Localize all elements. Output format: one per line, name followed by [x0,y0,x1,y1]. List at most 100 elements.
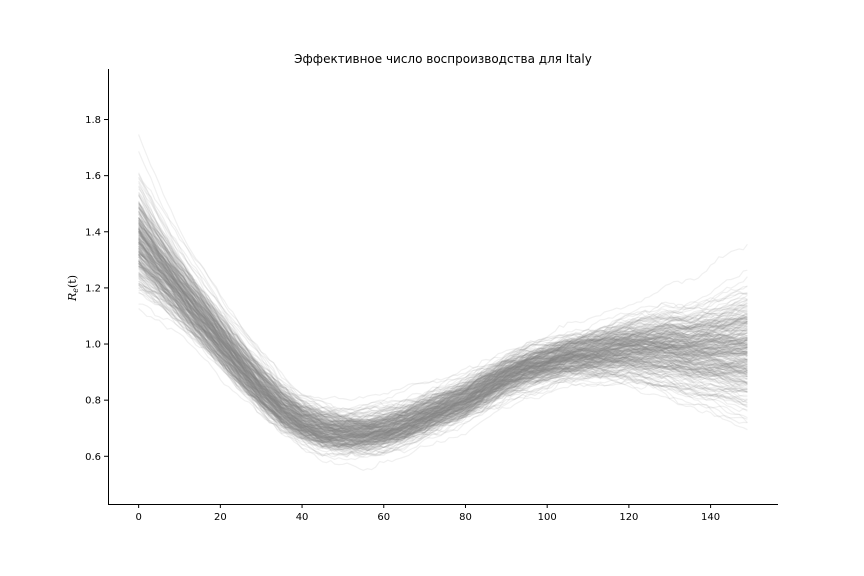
sample-trace [138,222,748,444]
sample-trace [138,274,748,447]
sample-trace [138,265,748,451]
y-tick-label: 1.4 [85,227,101,238]
sample-trace [138,243,748,441]
sample-trace [138,241,748,436]
sample-trace [138,240,748,436]
sample-trace [138,256,748,447]
sample-trace [138,203,748,438]
sample-trace [138,247,748,436]
sample-trace [138,245,748,433]
sample-trace [138,243,748,439]
sample-trace [138,256,748,439]
sample-trace [138,245,748,430]
sample-trace [138,230,748,433]
sample-trace [138,251,748,434]
sample-trace [138,246,748,448]
sample-trace [138,230,748,437]
sample-trace [138,251,748,448]
sample-trace [138,207,748,427]
y-tick-label: 1.0 [85,340,101,351]
sample-trace [138,224,748,436]
sample-trace [138,233,748,446]
sample-trace [138,241,748,428]
sample-trace [138,225,748,434]
sample-trace [138,247,748,447]
sample-trace [138,259,748,438]
sample-trace [138,234,748,438]
sample-trace [138,273,748,437]
sample-trace [138,249,748,440]
sample-trace [138,273,748,454]
sample-trace [138,203,748,429]
sample-trace [138,255,748,443]
sample-trace [138,211,748,433]
sample-trace [138,226,748,430]
sample-trace [138,255,748,443]
sample-trace [138,217,748,419]
sample-trace [138,258,748,439]
sample-trace [138,216,748,425]
sample-trace [138,268,748,445]
sample-trace [138,218,748,429]
sample-trace [138,238,748,442]
sample-trace [138,206,748,433]
sample-trace [138,173,748,412]
sample-trace [138,280,748,437]
sample-trace [138,230,748,447]
sample-trace [138,221,748,430]
sample-trace [138,240,748,429]
sample-trace [138,229,748,428]
sample-trace [138,261,748,457]
sample-trace [138,235,748,444]
sample-trace [138,277,748,450]
sample-trace [138,282,748,458]
sample-trace [138,242,748,428]
sample-trace [138,252,748,451]
x-tick-label: 20 [214,512,227,523]
sample-trace [138,251,748,438]
sample-trace [138,280,748,449]
y-axis-label: Re(t) [66,275,80,302]
sample-trace [138,223,748,433]
sample-trace [138,277,748,452]
sample-trace [138,254,748,436]
sample-trace [138,260,748,452]
sample-trace [138,223,748,437]
sample-trace [138,256,748,437]
sample-trace [138,234,748,437]
sample-trace [138,236,748,438]
sample-trace [138,242,748,440]
sample-trace [138,265,748,441]
sample-trace [138,241,748,448]
sample-trace [138,260,748,445]
sample-trace [138,254,748,442]
x-tick-label: 100 [538,512,557,523]
sample-trace [138,206,748,418]
sample-trace [138,217,748,434]
sample-trace [138,227,748,438]
sample-trace [138,227,748,433]
sample-trace [138,228,748,426]
sample-trace [138,243,748,439]
sample-trace [138,245,748,423]
sample-trace [138,235,748,424]
sample-trace [138,250,748,453]
sample-trace [138,222,748,423]
sample-trace [138,241,748,440]
sample-trace [138,259,748,439]
sample-trace [138,239,748,434]
sample-trace [138,201,748,439]
sample-trace [138,284,748,461]
sample-trace [138,261,748,447]
sample-trace [138,178,748,414]
sample-trace [138,252,748,439]
sample-trace [138,241,748,434]
sample-trace [138,237,748,434]
sample-trace [138,275,748,442]
sample-trace [138,192,748,420]
chart-title: Эффективное число воспроизводства для It… [294,52,592,66]
sample-trace [138,230,748,414]
sample-traces [138,134,748,471]
sample-trace [138,262,748,435]
sample-trace [138,250,748,447]
